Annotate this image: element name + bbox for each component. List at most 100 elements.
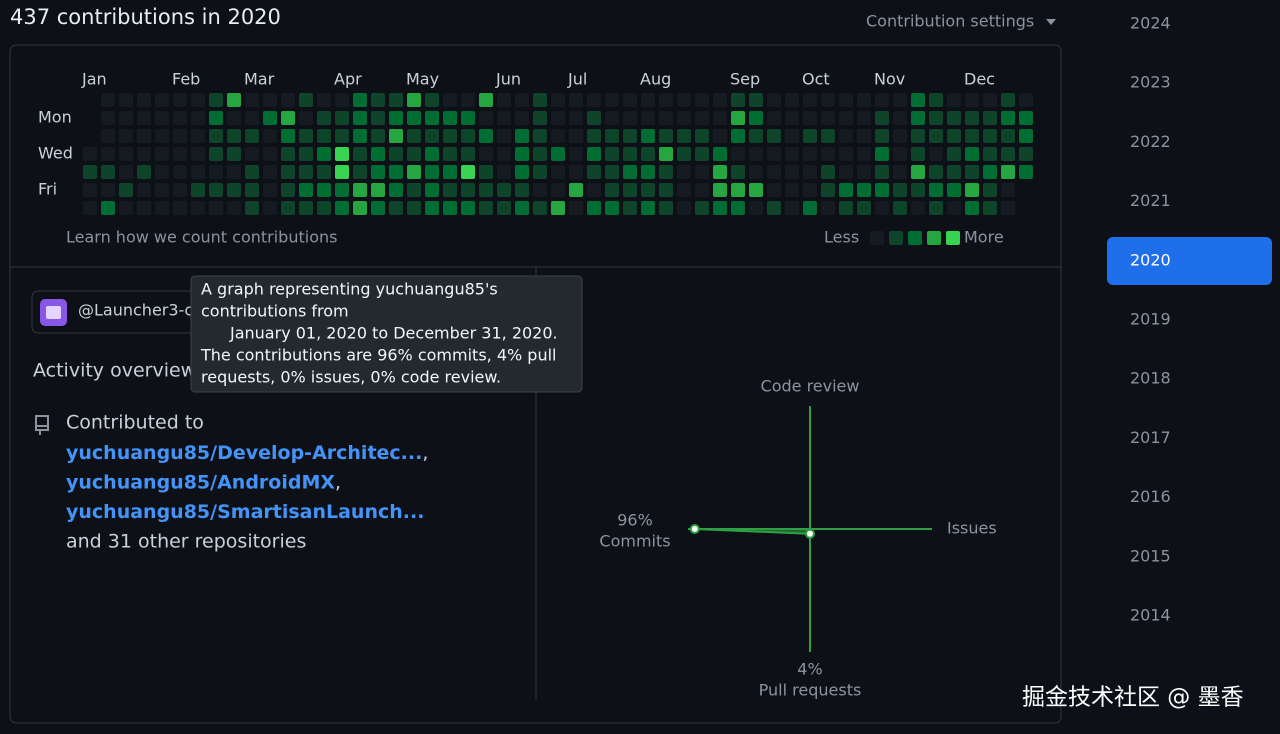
contribution-cell [983, 129, 997, 143]
contribution-cell [281, 93, 295, 107]
contribution-cell [1001, 201, 1015, 215]
contribution-cell [515, 183, 529, 197]
contribution-cell [533, 111, 547, 125]
contribution-cell [713, 93, 727, 107]
legend-cell [927, 231, 941, 245]
contribution-cell [371, 93, 385, 107]
repo-link[interactable]: yuchuangu85/Develop-Architec..., [66, 442, 428, 464]
contribution-cell [893, 147, 907, 161]
contribution-cell [317, 183, 331, 197]
contribution-cell [299, 183, 313, 197]
contribution-cell [335, 165, 349, 179]
repo-link[interactable]: yuchuangu85/SmartisanLaunch... [66, 501, 424, 523]
legend-less: Less [824, 228, 859, 247]
contribution-cell [209, 111, 223, 125]
title: 437 contributions in 2020 [10, 5, 281, 29]
contribution-cell [155, 165, 169, 179]
org-name[interactable]: @Launcher3-c [78, 301, 193, 320]
contribution-cell [407, 93, 421, 107]
contribution-cell [281, 129, 295, 143]
contribution-cell [839, 183, 853, 197]
month-label: Dec [964, 70, 995, 89]
contribution-cell [119, 147, 133, 161]
year-selected-bg [1107, 237, 1272, 285]
contribution-cell [713, 129, 727, 143]
contribution-cell [713, 111, 727, 125]
contribution-cell [767, 183, 781, 197]
contribution-cell [551, 201, 565, 215]
contribution-cell [209, 183, 223, 197]
contribution-cell [857, 111, 871, 125]
year-link[interactable]: 2016 [1130, 487, 1171, 506]
year-link[interactable]: 2015 [1130, 546, 1171, 565]
contribution-cell [551, 147, 565, 161]
watermark: 掘金技术社区 @ 墨香 [1022, 685, 1244, 711]
contribution-cell [407, 183, 421, 197]
contribution-cell [893, 201, 907, 215]
contribution-cell [605, 129, 619, 143]
contribution-cell [569, 147, 583, 161]
year-link[interactable]: 2019 [1130, 310, 1171, 329]
contribution-cell [281, 201, 295, 215]
contribution-cell [587, 93, 601, 107]
day-label: Mon [38, 108, 72, 127]
contribution-cell [371, 147, 385, 161]
contribution-cell [659, 147, 673, 161]
legend-more: More [964, 228, 1004, 247]
year-link[interactable]: 2014 [1130, 606, 1171, 625]
contribution-cell [839, 93, 853, 107]
year-link[interactable]: 2017 [1130, 428, 1171, 447]
contribution-cell [605, 111, 619, 125]
contribution-cell [587, 147, 601, 161]
contribution-cell [641, 147, 655, 161]
contribution-cell [335, 147, 349, 161]
year-link[interactable]: 2020 [1130, 250, 1171, 269]
contribution-cell [1019, 165, 1033, 179]
contribution-cell [497, 93, 511, 107]
contribution-cell [821, 93, 835, 107]
contribution-cell [713, 183, 727, 197]
settings-button[interactable]: Contribution settings [866, 12, 1034, 31]
contribution-cell [695, 129, 709, 143]
contribution-cell [857, 201, 871, 215]
contribution-cell [479, 201, 493, 215]
repo-link[interactable]: yuchuangu85/AndroidMX, [66, 471, 341, 493]
contribution-cell [227, 147, 241, 161]
contribution-cell [947, 93, 961, 107]
contribution-cell [263, 129, 277, 143]
contribution-cell [749, 147, 763, 161]
contribution-cell [983, 165, 997, 179]
contribution-cell [533, 183, 547, 197]
contribution-cell [875, 201, 889, 215]
contribution-cell [227, 129, 241, 143]
tooltip-line: A graph representing yuchuangu85's [201, 280, 498, 299]
contribution-cell [353, 93, 367, 107]
contribution-cell [137, 129, 151, 143]
contribution-cell [821, 201, 835, 215]
year-link[interactable]: 2018 [1130, 369, 1171, 388]
legend-cell [908, 231, 922, 245]
contribution-cell [173, 147, 187, 161]
year-link[interactable]: 2024 [1130, 14, 1171, 33]
contribution-cell [695, 201, 709, 215]
contribution-cell [983, 111, 997, 125]
contributed-to: Contributed to [66, 412, 204, 434]
contribution-cell [299, 147, 313, 161]
contribution-cell [695, 183, 709, 197]
year-link[interactable]: 2022 [1130, 132, 1171, 151]
contribution-cell [569, 165, 583, 179]
contribution-cell [983, 201, 997, 215]
org-avatar-glyph [46, 306, 61, 319]
contribution-cell [911, 129, 925, 143]
contribution-cell [137, 201, 151, 215]
contribution-cell [353, 165, 367, 179]
year-link[interactable]: 2023 [1130, 73, 1171, 92]
tooltip: A graph representing yuchuangu85's contri… [190, 275, 583, 393]
contribution-cell [893, 165, 907, 179]
learn-link[interactable]: Learn how we count contributions [66, 228, 337, 247]
contribution-cell [983, 93, 997, 107]
contribution-cell [425, 165, 439, 179]
year-link[interactable]: 2021 [1130, 191, 1171, 210]
contribution-cell [605, 165, 619, 179]
